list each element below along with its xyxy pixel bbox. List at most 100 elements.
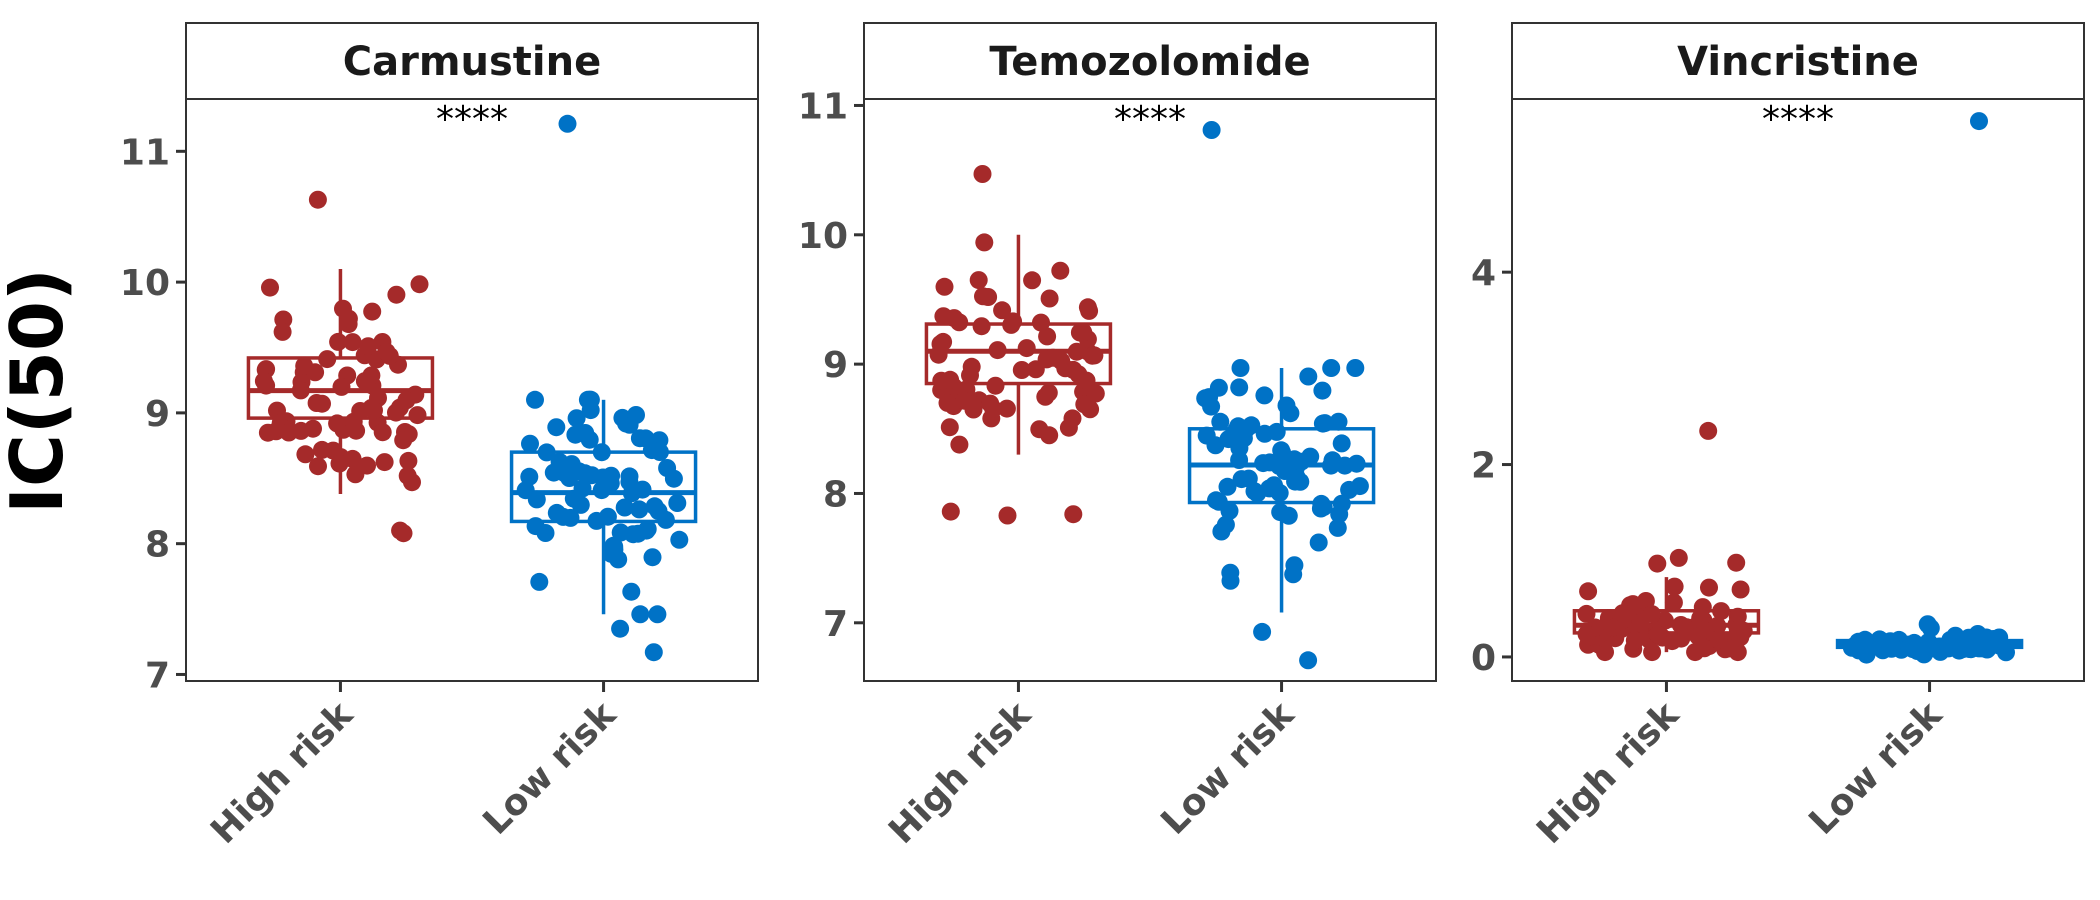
outlier-point bbox=[1202, 121, 1221, 139]
data-point bbox=[972, 317, 991, 336]
data-point bbox=[1577, 604, 1596, 623]
data-point bbox=[1218, 477, 1237, 496]
data-point bbox=[544, 463, 563, 482]
x-tick-label: Low risk bbox=[1801, 694, 1950, 843]
data-point bbox=[399, 451, 418, 470]
group-high-risk bbox=[924, 165, 1113, 525]
x-tick-label: High risk bbox=[1529, 694, 1687, 852]
data-point bbox=[592, 443, 611, 462]
y-tick-label: 9 bbox=[823, 345, 848, 386]
data-point bbox=[630, 500, 649, 519]
data-point bbox=[1688, 627, 1707, 645]
data-point bbox=[1330, 505, 1349, 524]
data-point bbox=[362, 398, 381, 417]
data-point bbox=[1067, 342, 1086, 361]
data-point bbox=[1311, 499, 1330, 518]
y-tick-label: 10 bbox=[798, 216, 848, 257]
data-point bbox=[358, 456, 376, 475]
data-point bbox=[615, 498, 634, 517]
outlier-point bbox=[611, 619, 630, 638]
outlier-point bbox=[1918, 615, 1937, 634]
data-point bbox=[1239, 469, 1258, 488]
y-tick-label: 8 bbox=[145, 525, 170, 566]
data-point bbox=[527, 490, 546, 509]
data-point bbox=[950, 435, 969, 454]
group-high-risk bbox=[246, 190, 435, 543]
data-point bbox=[629, 524, 647, 543]
data-point bbox=[1080, 301, 1099, 320]
data-point bbox=[1248, 484, 1267, 503]
outlier-point bbox=[308, 190, 327, 209]
panel-temozolomide: Temozolomide 7 8 9 10 11 **** High risk Low risk bbox=[798, 22, 1437, 852]
data-point bbox=[526, 390, 544, 409]
data-point bbox=[1038, 327, 1057, 346]
data-point bbox=[1075, 395, 1094, 414]
data-point bbox=[1074, 323, 1093, 342]
data-point bbox=[962, 357, 981, 376]
data-point bbox=[601, 474, 620, 493]
data-point bbox=[1040, 426, 1059, 445]
data-point bbox=[1332, 434, 1351, 453]
x-tick-label: High risk bbox=[203, 694, 361, 852]
data-point bbox=[1671, 616, 1690, 634]
data-point bbox=[363, 302, 382, 321]
outlier-point bbox=[1064, 505, 1083, 524]
x-tick-label: Low risk bbox=[475, 694, 624, 843]
data-point bbox=[1220, 501, 1239, 520]
data-point bbox=[1086, 384, 1105, 403]
data-point bbox=[1255, 386, 1274, 405]
data-point bbox=[1577, 625, 1596, 644]
significance-label: **** bbox=[1114, 99, 1186, 140]
significance-label: **** bbox=[436, 99, 508, 140]
data-point bbox=[1286, 472, 1305, 491]
data-point bbox=[332, 377, 351, 396]
data-point bbox=[537, 443, 556, 462]
data-point bbox=[1939, 639, 1958, 658]
facet-title: Temozolomide bbox=[989, 39, 1310, 85]
data-point bbox=[295, 356, 314, 375]
facet-strip bbox=[863, 22, 1437, 100]
data-point bbox=[279, 423, 298, 442]
facet-title: Carmustine bbox=[343, 39, 601, 85]
y-tick-label: 4 bbox=[1471, 253, 1496, 294]
data-point bbox=[969, 271, 988, 290]
data-point bbox=[1012, 361, 1031, 379]
facet-strip bbox=[1511, 22, 2085, 100]
data-point bbox=[254, 372, 273, 391]
data-point bbox=[394, 431, 413, 450]
data-point bbox=[938, 393, 957, 412]
data-point bbox=[1207, 491, 1225, 510]
data-point bbox=[1322, 359, 1341, 377]
data-point bbox=[670, 530, 689, 549]
data-point bbox=[1299, 367, 1318, 386]
data-point bbox=[1231, 359, 1250, 377]
data-point bbox=[1254, 454, 1273, 473]
outlier-point bbox=[973, 165, 992, 183]
x-tick-label: High risk bbox=[881, 694, 1039, 852]
data-point bbox=[602, 544, 621, 563]
x-tick-label: Low risk bbox=[1153, 694, 1302, 843]
panel-vincristine: Vincristine 0 2 4 **** High risk Low risk bbox=[1471, 22, 2085, 852]
data-point bbox=[329, 332, 348, 351]
data-point bbox=[387, 285, 406, 304]
data-point bbox=[273, 322, 292, 341]
data-point bbox=[975, 233, 994, 252]
data-point bbox=[576, 424, 595, 442]
data-point bbox=[339, 309, 358, 328]
data-point bbox=[664, 469, 683, 488]
data-point bbox=[1056, 359, 1075, 378]
data-point bbox=[1004, 312, 1023, 331]
data-point bbox=[1997, 643, 2015, 662]
data-point bbox=[296, 445, 315, 464]
data-point bbox=[1206, 436, 1225, 455]
y-tick-label: 2 bbox=[1471, 446, 1496, 487]
data-point bbox=[940, 418, 959, 437]
data-point bbox=[1613, 604, 1632, 623]
data-point bbox=[1039, 383, 1058, 402]
data-point bbox=[1346, 359, 1365, 377]
data-point bbox=[343, 333, 362, 352]
facet-strip bbox=[185, 22, 759, 100]
data-point bbox=[1731, 580, 1750, 599]
data-point bbox=[377, 342, 396, 361]
data-point bbox=[1328, 518, 1347, 537]
